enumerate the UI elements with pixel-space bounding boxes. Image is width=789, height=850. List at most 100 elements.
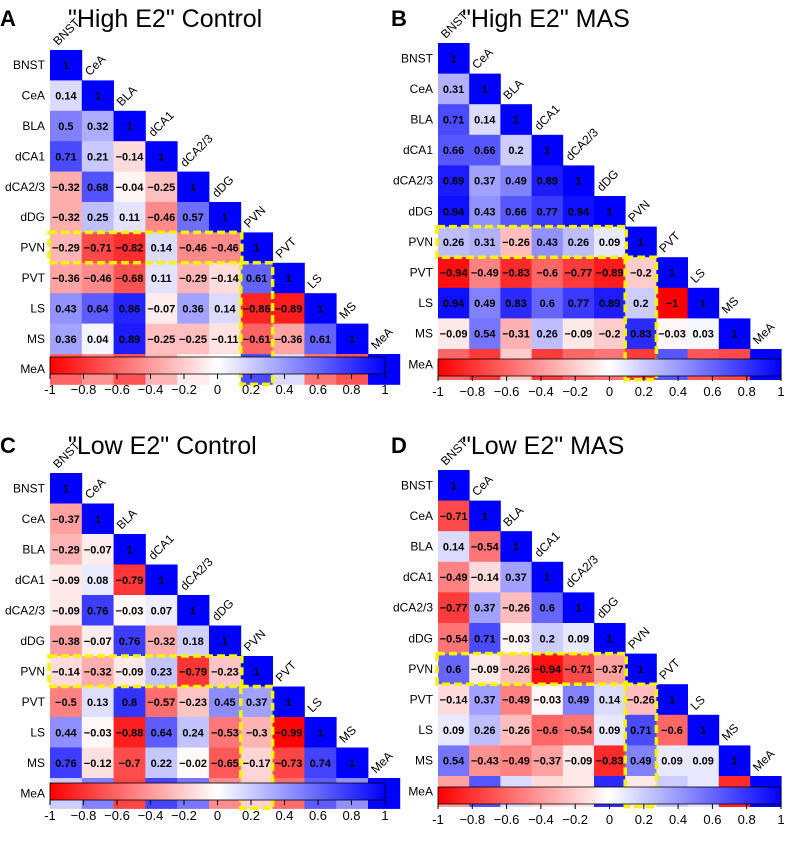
cell-value-label: 0.71 [474, 633, 495, 645]
column-label: dCA1 [146, 531, 177, 562]
heatmap-cell [50, 202, 83, 233]
cell-value-label: −0.07 [147, 303, 175, 315]
heatmap-cell [145, 262, 178, 294]
cell-value-label: 0.71 [443, 115, 464, 127]
heatmap-cell [177, 323, 210, 355]
cell-value-label: −0.17 [243, 758, 271, 770]
heatmap-cell [209, 625, 242, 657]
colorbar-tick-label: −0.8 [459, 812, 485, 827]
heatmap-cell [81, 503, 114, 535]
heatmap-cell [500, 684, 532, 716]
heatmap-cell [438, 653, 470, 685]
cell-value-label: 0.09 [568, 633, 589, 645]
heatmap-cell [562, 623, 595, 654]
heatmap-cell [718, 745, 751, 777]
heatmap-cell [81, 747, 114, 779]
heatmap-cell [438, 623, 470, 654]
cell-value-label: −0.26 [502, 237, 530, 249]
column-label: MS [336, 299, 359, 322]
row-label: PVN [20, 241, 45, 255]
heatmap-cell [438, 104, 470, 136]
cell-value-label: 0.36 [55, 334, 76, 346]
cell-value-label: −0.6 [661, 725, 683, 737]
cell-value-label: −0.25 [147, 334, 175, 346]
heatmap-cell [209, 686, 242, 718]
highlight-row-box [47, 654, 244, 689]
row-label: dDG [408, 204, 433, 218]
cell-value-label: 0.49 [630, 756, 651, 768]
cell-value-label: −0.03 [533, 695, 561, 707]
colorbar-tick-label: −0.6 [104, 808, 130, 823]
cell-value-label: 0.2 [540, 633, 555, 645]
cell-value-label: −0.77 [564, 268, 592, 280]
cell-value-label: 0.6 [540, 298, 555, 310]
cell-value-label: −0.09 [440, 329, 468, 341]
cell-value-label: −0.94 [533, 664, 562, 676]
cell-value-label: 0.14 [443, 542, 465, 554]
cell-value-label: 0.37 [474, 176, 495, 188]
row-label: MeA [408, 784, 433, 798]
row-label: PVT [22, 695, 46, 709]
row-label: CeA [22, 512, 45, 526]
heatmap-cell [438, 470, 470, 501]
heatmap-cell [304, 717, 337, 748]
cell-value-label: 0.54 [474, 329, 496, 341]
heatmap-cell [594, 287, 626, 319]
column-label: PVT [273, 658, 300, 685]
cell-value-label: −0.94 [440, 268, 469, 280]
heatmap-cell [81, 202, 114, 233]
colorbar-tick-label: −0.8 [459, 384, 485, 399]
cell-value-label: 0.37 [246, 697, 267, 709]
column-label: PVT [273, 234, 300, 261]
cell-value-label: −0.71 [564, 664, 592, 676]
colorbar-tick-label: -1 [44, 808, 56, 823]
heatmap-cell [562, 318, 595, 350]
row-label: dCA1 [15, 149, 45, 163]
colorbar-tick-label: −0.2 [171, 808, 197, 823]
heatmap-cell [438, 196, 470, 227]
cell-value-label: −0.88 [116, 727, 144, 739]
row-label: dDG [20, 634, 45, 648]
row-label: LS [30, 725, 45, 739]
heatmap-cell [50, 50, 83, 81]
cell-value-label: 1 [126, 544, 132, 556]
column-label: MeA [750, 320, 777, 347]
cell-value-label: −0.46 [211, 243, 239, 255]
cell-value-label: 1 [607, 633, 613, 645]
heatmap-panel-c: C "Low E2" Control 1 −0.37 1 −0.29 −0.07 1 −0.09… [0, 432, 401, 823]
heatmap-cell [50, 564, 83, 596]
heatmap-cell [438, 500, 470, 532]
cell-value-label: −0.26 [502, 603, 530, 615]
heatmap-cell [438, 561, 470, 593]
cell-value-label: −0.7 [119, 758, 141, 770]
column-label: dDG [209, 173, 236, 200]
heatmap-cell [438, 714, 470, 746]
heatmap-cell [240, 686, 273, 718]
heatmap-cell [113, 625, 146, 657]
heatmap-cell [438, 318, 470, 350]
row-label: BNST [13, 58, 46, 72]
cell-value-label: −0.29 [52, 544, 80, 556]
heatmap-cell [145, 625, 178, 657]
cell-value-label: −0.49 [440, 572, 468, 584]
heatmap-cell [113, 595, 146, 626]
colorbar-tick-label: −0.6 [494, 384, 520, 399]
row-label: BNST [401, 478, 434, 492]
panel-letter: D [391, 433, 407, 458]
heatmap-cell [469, 318, 501, 350]
cell-value-label: −0.14 [440, 695, 469, 707]
colorbar-tick-label: 0 [606, 384, 613, 399]
column-label: dCA2/3 [177, 555, 215, 593]
row-label: LS [30, 301, 45, 315]
colorbar-tick-label: 1 [381, 382, 388, 397]
heatmap-cell [113, 262, 146, 294]
column-label: LS [305, 695, 325, 715]
cell-value-label: −0.03 [84, 727, 112, 739]
cell-value-label: 1 [222, 212, 228, 224]
heatmap-cell [272, 717, 305, 748]
heatmap-cell [81, 232, 114, 264]
cell-value-label: 0.54 [443, 756, 465, 768]
heatmap-cell [500, 257, 532, 289]
cell-value-label: −0.26 [502, 664, 530, 676]
cell-value-label: 1 [513, 542, 519, 554]
